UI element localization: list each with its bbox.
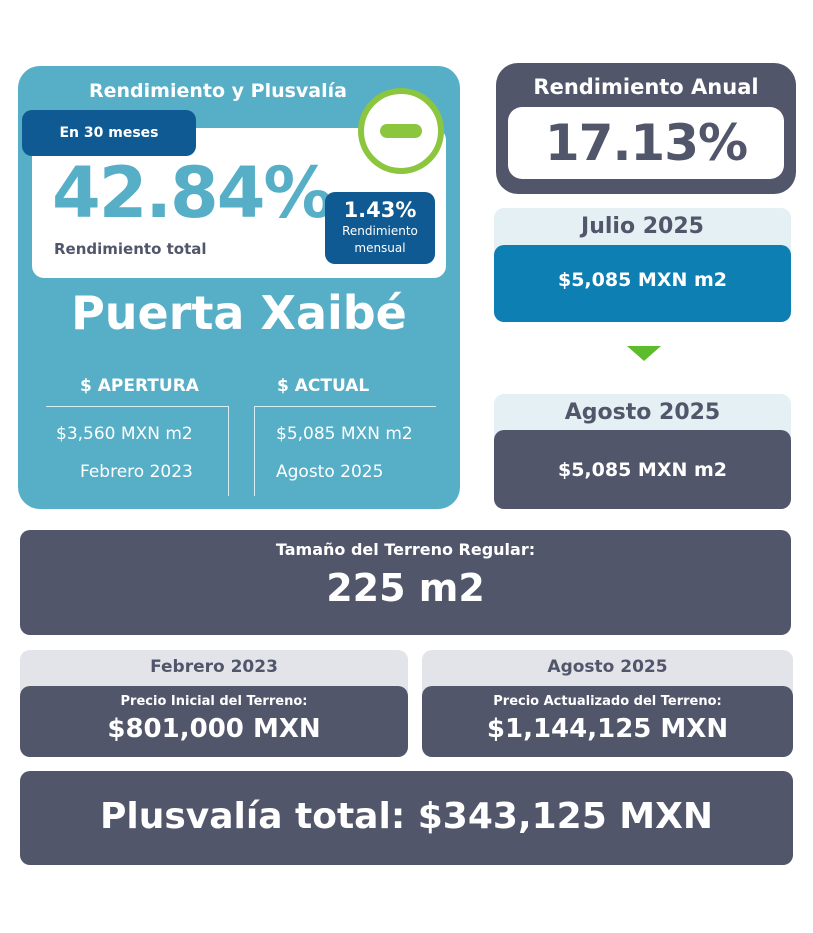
initial-price-date: Febrero 2023 bbox=[20, 650, 408, 692]
latest-month-price: $5,085 MXN m2 bbox=[494, 430, 791, 509]
opening-header: $ APERTURA bbox=[80, 376, 199, 396]
monthly-yield-label-2: mensual bbox=[354, 241, 406, 255]
yield-card-title: Rendimiento y Plusvalía bbox=[89, 80, 347, 102]
triangle-down-icon bbox=[627, 346, 661, 361]
updated-price-value: $1,144,125 MXN bbox=[486, 714, 729, 744]
monthly-yield-badge: 1.43% Rendimiento mensual bbox=[325, 192, 435, 264]
opening-divider bbox=[46, 406, 228, 407]
previous-month-label: Julio 2025 bbox=[494, 208, 791, 252]
yield-card: Rendimiento y Plusvalía En 30 meses 42.8… bbox=[18, 66, 460, 509]
column-divider bbox=[228, 406, 229, 496]
previous-month-price: $5,085 MXN m2 bbox=[494, 245, 791, 322]
initial-price-panel: Precio Inicial del Terreno: $801,000 MXN bbox=[20, 686, 408, 757]
lot-size-panel: Tamaño del Terreno Regular: 225 m2 bbox=[20, 530, 791, 635]
opening-date: Febrero 2023 bbox=[80, 462, 193, 482]
updated-price-panel: Precio Actualizado del Terreno: $1,144,1… bbox=[422, 686, 793, 757]
current-divider bbox=[254, 406, 436, 407]
updated-price-label: Precio Actualizado del Terreno: bbox=[493, 694, 722, 709]
annual-yield-value: 17.13% bbox=[508, 107, 784, 179]
column-divider bbox=[254, 406, 255, 496]
minus-bar bbox=[380, 124, 422, 138]
current-header: $ ACTUAL bbox=[277, 376, 370, 396]
capital-gain-banner: Plusvalía total: $343,125 MXN bbox=[20, 771, 793, 865]
lot-size-label: Tamaño del Terreno Regular: bbox=[275, 540, 536, 559]
monthly-yield-label-1: Rendimiento bbox=[342, 224, 418, 238]
current-price: $5,085 MXN m2 bbox=[276, 424, 413, 444]
total-yield-label: Rendimiento total bbox=[54, 240, 207, 258]
initial-price-value: $801,000 MXN bbox=[107, 714, 321, 744]
monthly-yield-value: 1.43% bbox=[343, 198, 417, 222]
total-yield-value: 42.84% bbox=[52, 152, 334, 234]
annual-yield-card: Rendimiento Anual 17.13% bbox=[496, 63, 796, 194]
initial-price-label: Precio Inicial del Terreno: bbox=[120, 694, 308, 709]
lot-size-value: 225 m2 bbox=[326, 566, 485, 610]
annual-yield-title: Rendimiento Anual bbox=[533, 75, 759, 99]
minus-circle-icon bbox=[358, 88, 444, 174]
opening-price: $3,560 MXN m2 bbox=[56, 424, 193, 444]
period-badge: En 30 meses bbox=[22, 110, 196, 156]
updated-price-date: Agosto 2025 bbox=[422, 650, 793, 692]
current-date: Agosto 2025 bbox=[276, 462, 384, 482]
project-name: Puerta Xaibé bbox=[71, 286, 407, 340]
